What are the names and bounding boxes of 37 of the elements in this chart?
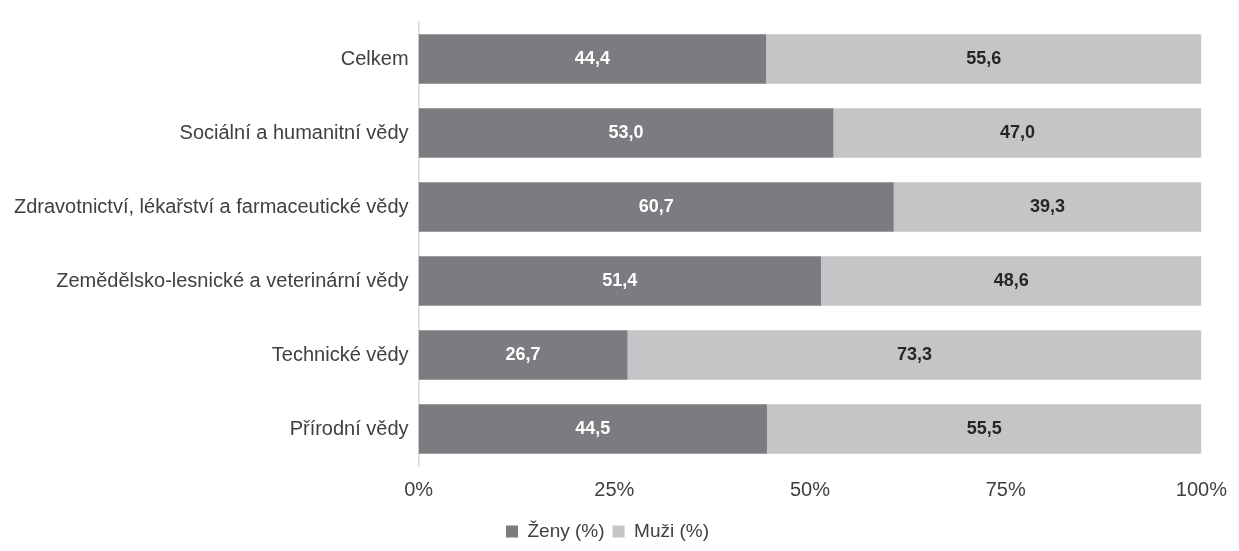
data-label: 51,4 xyxy=(602,269,638,290)
bar xyxy=(418,34,767,84)
y-tick-label: Celkem xyxy=(340,46,409,69)
bar xyxy=(418,256,821,306)
data-label: 44,5 xyxy=(575,417,611,438)
y-tick-label: Technické vědy xyxy=(271,342,409,365)
bar xyxy=(418,330,628,380)
data-label: 39,3 xyxy=(1030,195,1066,216)
data-label: 60,7 xyxy=(638,195,674,216)
bar xyxy=(418,182,894,232)
bar xyxy=(766,404,1202,454)
data-label: 26,7 xyxy=(505,343,541,364)
y-tick-label: Zdravotnictví, lékařství a farmaceutické vědy xyxy=(14,194,409,217)
legend-label: Ženy (%) xyxy=(527,519,605,541)
data-label: 55,6 xyxy=(966,47,1002,68)
y-tick-label: Přírodní vědy xyxy=(289,416,409,439)
x-tick-label: 75% xyxy=(985,477,1026,500)
x-tick-label: 0% xyxy=(404,477,434,500)
bar xyxy=(893,182,1202,232)
x-tick-label: 50% xyxy=(789,477,831,500)
x-tick-label: 25% xyxy=(594,477,635,500)
bar xyxy=(627,330,1202,380)
data-label: 48,6 xyxy=(993,269,1029,290)
bar xyxy=(418,404,767,454)
bar xyxy=(833,108,1202,158)
data-label: 73,3 xyxy=(896,343,933,364)
bar xyxy=(820,256,1202,306)
x-tick-label: 100% xyxy=(1175,477,1228,500)
y-tick-label: Zemědělsko-lesnické a veterinární vědy xyxy=(56,268,409,291)
y-tick-label: Sociální a humanitní vědy xyxy=(179,120,409,143)
bar xyxy=(766,34,1202,84)
data-label: 55,5 xyxy=(966,417,1002,438)
data-label: 44,4 xyxy=(574,47,610,68)
bar xyxy=(418,108,834,158)
data-label: 53,0 xyxy=(608,121,644,142)
legend-label: Muži (%) xyxy=(634,519,710,541)
data-label: 47,0 xyxy=(999,121,1035,142)
